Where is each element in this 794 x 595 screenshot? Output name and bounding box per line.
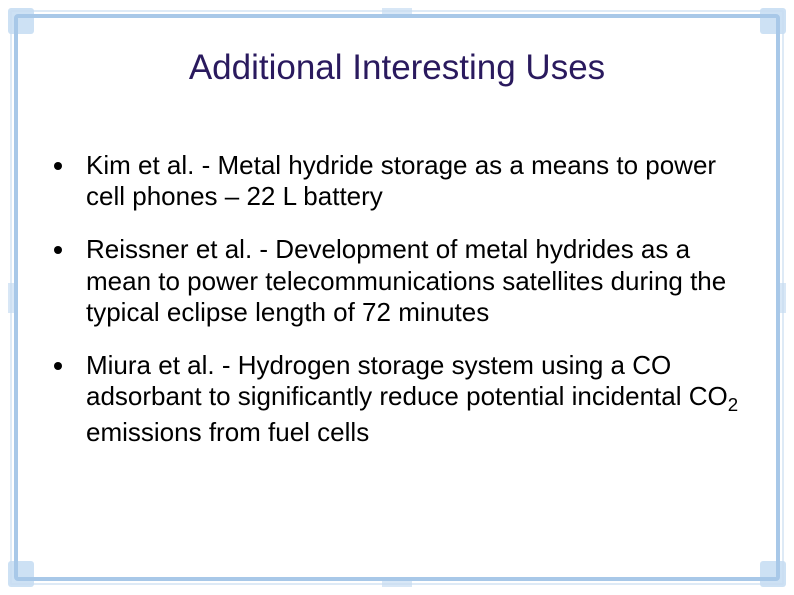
- list-item: Miura et al. - Hydrogen storage system u…: [54, 350, 754, 448]
- slide-body: Kim et al. - Metal hydride storage as a …: [54, 150, 754, 470]
- slide-title: Additional Interesting Uses: [0, 48, 794, 88]
- presentation-slide: Additional Interesting Uses Kim et al. -…: [0, 0, 794, 595]
- frame-corner-tr: [760, 8, 786, 34]
- frame-edge-right: [776, 283, 786, 313]
- bullet-marker-icon: [54, 162, 62, 170]
- frame-corner-br: [760, 561, 786, 587]
- frame-edge-bottom: [382, 577, 412, 587]
- frame-corner-tl: [8, 8, 34, 34]
- bullet-text: Miura et al. - Hydrogen storage system u…: [86, 350, 754, 448]
- bullet-marker-icon: [54, 362, 62, 370]
- bullet-text: Reissner et al. - Development of metal h…: [86, 234, 754, 328]
- frame-edge-top: [382, 8, 412, 18]
- frame-corner-bl: [8, 561, 34, 587]
- list-item: Reissner et al. - Development of metal h…: [54, 234, 754, 328]
- frame-edge-left: [8, 283, 18, 313]
- list-item: Kim et al. - Metal hydride storage as a …: [54, 150, 754, 212]
- bullet-marker-icon: [54, 246, 62, 254]
- bullet-text: Kim et al. - Metal hydride storage as a …: [86, 150, 754, 212]
